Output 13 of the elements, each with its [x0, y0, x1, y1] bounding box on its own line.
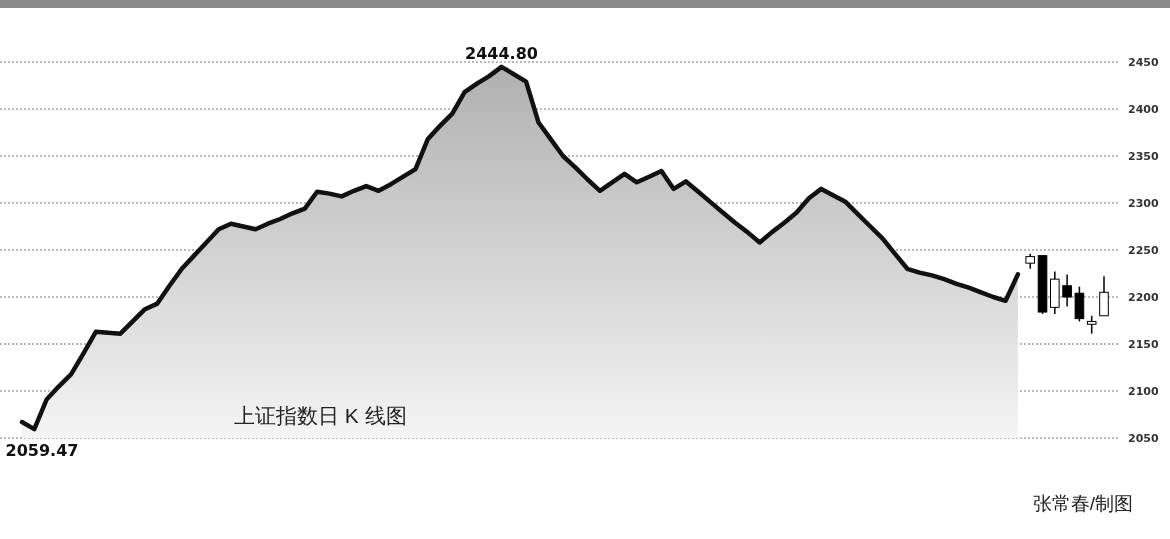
- y-tick-label: 2100: [1128, 384, 1159, 398]
- y-tick-label: 2200: [1128, 290, 1159, 304]
- text: 上证指数日 K 线图: [234, 404, 407, 427]
- y-tick-label: 2400: [1128, 102, 1159, 116]
- y-tick-label: 2450: [1128, 55, 1159, 69]
- y-tick-label: 2150: [1128, 337, 1159, 351]
- annotation: 2444.80: [465, 43, 538, 63]
- y-tick-label: 2250: [1128, 243, 1159, 257]
- y-tick-label: 2300: [1128, 196, 1159, 210]
- y-tick-label: 2350: [1128, 149, 1159, 163]
- y-tick-label: 2050: [1128, 431, 1159, 445]
- annotation: 2059.47: [5, 441, 79, 461]
- text: 张常春/制图: [1032, 493, 1133, 514]
